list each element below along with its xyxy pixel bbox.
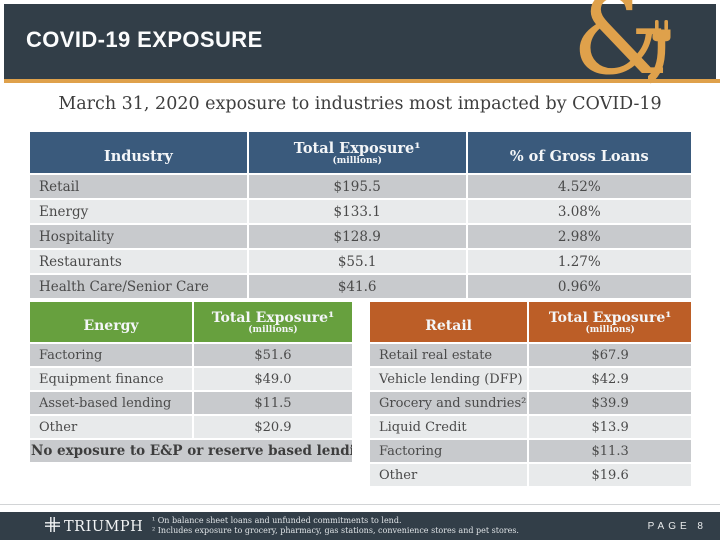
col-header-millions-label: (millions) <box>332 155 382 166</box>
col-header-industry: Industry <box>28 130 249 175</box>
pct-gross-loans-cell: 2.98% <box>465 223 694 250</box>
table-row: Retail $195.5 4.52% <box>28 173 694 200</box>
energy-exposure-header: Total Exposure¹ (millions) <box>191 300 355 344</box>
exposure-cell: $20.9 <box>191 414 355 440</box>
slide-subtitle: March 31, 2020 exposure to industries mo… <box>58 94 662 114</box>
table-row: Vehicle lending (DFP) $42.9 <box>367 366 693 392</box>
exposure-cell: $133.1 <box>246 198 468 225</box>
pct-gross-loans-cell: 0.96% <box>465 273 694 300</box>
category-cell: Factoring <box>28 342 194 368</box>
plug-icon <box>646 20 676 90</box>
header-row: Retail Total Exposure¹ (millions) <box>367 300 693 344</box>
exposure-cell: $11.3 <box>527 438 693 464</box>
energy-breakdown-table: Energy Total Exposure¹ (millions) Factor… <box>28 300 355 464</box>
col-header-gross-loans: % of Gross Loans <box>465 130 694 175</box>
table-row: Grocery and sundries² $39.9 <box>367 390 693 416</box>
exposure-cell: $39.9 <box>527 390 693 416</box>
footnote-2: ² Includes exposure to grocery, pharmacy… <box>152 526 519 535</box>
header-row: Industry Total Exposure¹ (millions) % of… <box>28 130 694 175</box>
exposure-cell: $13.9 <box>527 414 693 440</box>
exposure-cell: $42.9 <box>527 366 693 392</box>
exposure-cell: $49.0 <box>191 366 355 392</box>
exposure-cell: $67.9 <box>527 342 693 368</box>
category-cell: Factoring <box>367 438 530 464</box>
retail-exposure-header-label: Total Exposure¹ <box>548 309 672 326</box>
exposure-cell: $11.5 <box>191 390 355 416</box>
category-cell: Asset-based lending <box>28 390 194 416</box>
header-bar <box>4 4 716 79</box>
main-exposure-table: Industry Total Exposure¹ (millions) % of… <box>28 130 694 300</box>
table-row: Health Care/Senior Care $41.6 0.96% <box>28 273 694 300</box>
exposure-cell: $19.6 <box>527 462 693 488</box>
category-cell: Vehicle lending (DFP) <box>367 366 530 392</box>
table-row: Asset-based lending $11.5 <box>28 390 355 416</box>
exposure-cell: $41.6 <box>246 273 468 300</box>
col-header-total-exposure-label: Total Exposure¹ <box>293 139 421 157</box>
table-row: Energy $133.1 3.08% <box>28 198 694 225</box>
table-row: Other $19.6 <box>367 462 693 488</box>
footer-divider <box>0 504 720 505</box>
exposure-cell: $51.6 <box>191 342 355 368</box>
pct-gross-loans-cell: 4.52% <box>465 173 694 200</box>
retail-header: Retail <box>367 300 530 344</box>
category-cell: Grocery and sundries² <box>367 390 530 416</box>
industry-cell: Retail <box>28 173 249 200</box>
category-cell: Other <box>367 462 530 488</box>
energy-header: Energy <box>28 300 194 344</box>
col-header-total-exposure: Total Exposure¹ (millions) <box>246 130 468 175</box>
exposure-cell: $55.1 <box>246 248 468 275</box>
industry-cell: Energy <box>28 198 249 225</box>
category-cell: Other <box>28 414 194 440</box>
retail-breakdown-table: Retail Total Exposure¹ (millions) Retail… <box>367 300 693 488</box>
table-row: Hospitality $128.9 2.98% <box>28 223 694 250</box>
page-number: PAGE 8 <box>647 521 707 532</box>
energy-millions-label: (millions) <box>248 324 298 335</box>
retail-millions-label: (millions) <box>585 324 635 335</box>
table-row: Other $20.9 <box>28 414 355 440</box>
industry-cell: Restaurants <box>28 248 249 275</box>
table-row: Factoring $11.3 <box>367 438 693 464</box>
category-cell: Liquid Credit <box>367 414 530 440</box>
ampersand-logo: & <box>572 0 680 92</box>
triumph-wordmark: TRIUMPH <box>64 518 144 535</box>
header-row: Energy Total Exposure¹ (millions) <box>28 300 355 344</box>
industry-cell: Hospitality <box>28 223 249 250</box>
slide-title: COVID-19 EXPOSURE <box>26 27 263 52</box>
footer-bar: TRIUMPH ¹ On balance sheet loans and unf… <box>0 512 720 540</box>
category-cell: Equipment finance <box>28 366 194 392</box>
table-row: Retail real estate $67.9 <box>367 342 693 368</box>
table-row: Equipment finance $49.0 <box>28 366 355 392</box>
industry-cell: Health Care/Senior Care <box>28 273 249 300</box>
pct-gross-loans-cell: 3.08% <box>465 198 694 225</box>
note-row: No exposure to E&P or reserve based lend… <box>28 438 354 464</box>
triumph-logo: TRIUMPH <box>45 517 143 536</box>
table-row: Liquid Credit $13.9 <box>367 414 693 440</box>
energy-exposure-header-label: Total Exposure¹ <box>211 309 335 326</box>
footnote-1: ¹ On balance sheet loans and unfunded co… <box>152 516 402 525</box>
exposure-cell: $128.9 <box>246 223 468 250</box>
triumph-cross-icon <box>45 517 60 536</box>
energy-note: No exposure to E&P or reserve based lend… <box>28 438 354 464</box>
retail-exposure-header: Total Exposure¹ (millions) <box>527 300 693 344</box>
table-row: Factoring $51.6 <box>28 342 355 368</box>
table-row: Restaurants $55.1 1.27% <box>28 248 694 275</box>
footnotes: ¹ On balance sheet loans and unfunded co… <box>152 516 519 536</box>
accent-line <box>4 79 720 83</box>
category-cell: Retail real estate <box>367 342 530 368</box>
exposure-cell: $195.5 <box>246 173 468 200</box>
pct-gross-loans-cell: 1.27% <box>465 248 694 275</box>
